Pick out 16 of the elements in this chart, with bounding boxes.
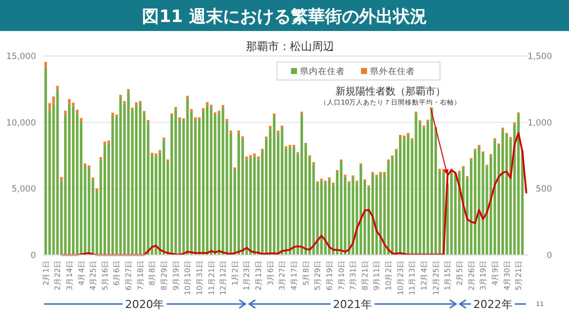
y2-tick-label: 0 [546, 250, 552, 261]
legend-label: 県外在住者 [370, 66, 415, 77]
y-tick-label: 5,000 [12, 184, 36, 195]
y2-tick-label: 500 [536, 184, 552, 195]
text: 2021年 [333, 298, 372, 311]
annotation: 新規陽性者数（那覇市） [336, 85, 446, 98]
chart-title: 図11 週末における繁華街の外出状況 [142, 7, 427, 27]
y-tick-label: 0 [30, 250, 36, 261]
y2-tick-label: 1,000 [528, 118, 552, 128]
y-tick-label: 15,000 [6, 52, 36, 62]
y-tick-label: 10,000 [6, 118, 36, 128]
text: 2022年 [473, 298, 512, 311]
y2-tick-label: 1,500 [528, 52, 552, 62]
legend-label: 県内在住者 [300, 66, 345, 77]
text: 2020年 [125, 298, 164, 311]
chart-subtitle: 那覇市：松山周辺 [246, 40, 334, 53]
